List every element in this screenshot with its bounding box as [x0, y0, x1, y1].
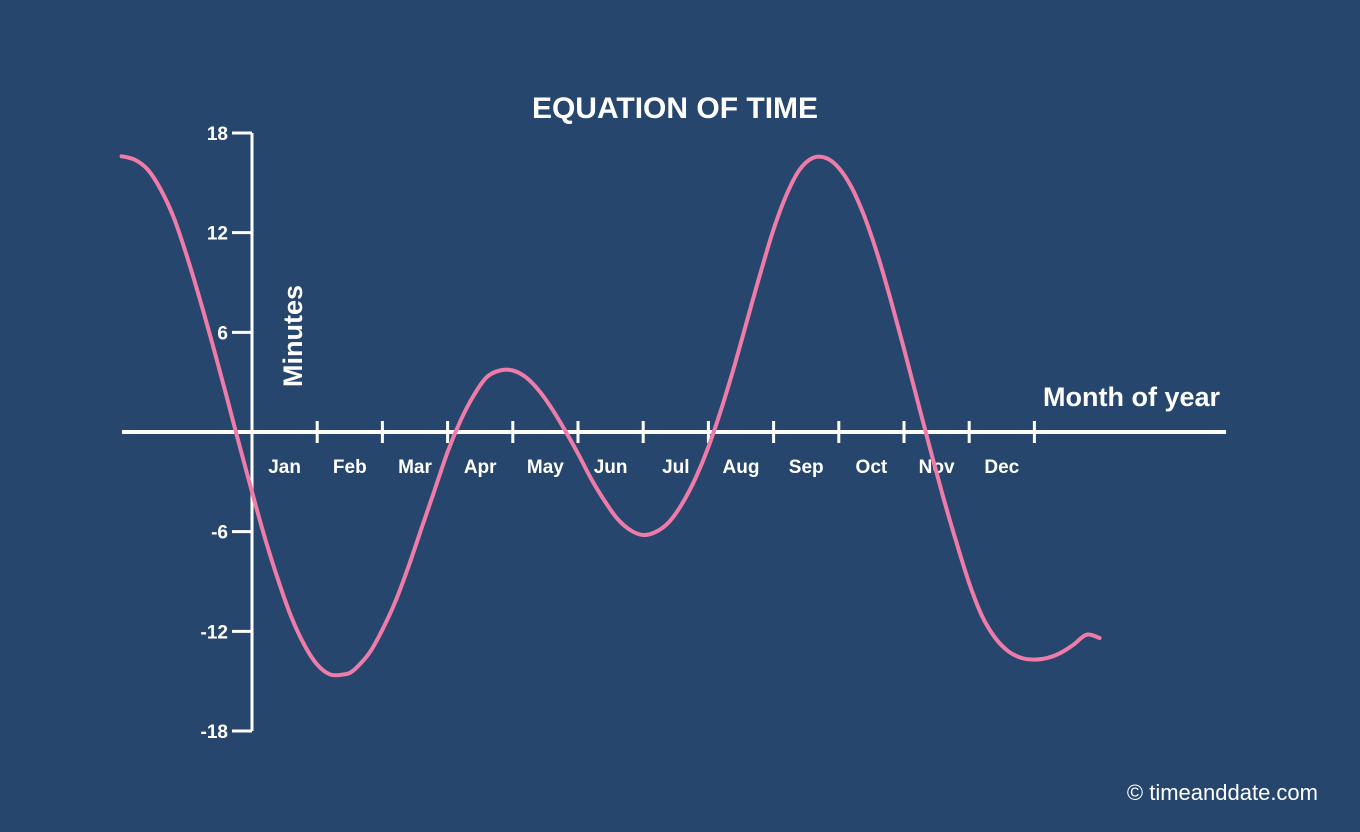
x-tick-label-apr: Apr — [464, 457, 497, 478]
y-tick-label: -6 — [211, 523, 228, 544]
x-tick-label-may: May — [527, 457, 564, 478]
x-tick-label-mar: Mar — [398, 457, 432, 478]
y-tick-label: 12 — [207, 224, 228, 245]
x-tick-label-feb: Feb — [333, 457, 367, 478]
y-tick-label: -18 — [201, 722, 228, 743]
x-axis-title: Month of year — [1043, 382, 1220, 412]
y-tick-label: 6 — [217, 323, 228, 344]
y-axis-title: Minutes — [278, 285, 308, 387]
x-tick-label-oct: Oct — [856, 457, 888, 478]
chart-title: EQUATION OF TIME — [532, 92, 818, 125]
x-tick-label-sep: Sep — [789, 457, 824, 478]
x-tick-label-jun: Jun — [594, 457, 628, 478]
x-tick-label-jan: Jan — [268, 457, 301, 478]
x-axis: Jan Feb Mar Apr May Jun Jul Aug Sep Oct Nov Dec — [122, 421, 1226, 478]
x-tick-label-aug: Aug — [723, 457, 760, 478]
y-tick-label: -12 — [201, 622, 228, 643]
series-layer — [119, 154, 1102, 678]
series-line — [119, 154, 1102, 678]
y-tick-label: 18 — [207, 124, 228, 145]
x-tick-label-dec: Dec — [984, 457, 1019, 478]
credit-text: © timeanddate.com — [1127, 780, 1318, 805]
x-tick-label-jul: Jul — [662, 457, 689, 478]
